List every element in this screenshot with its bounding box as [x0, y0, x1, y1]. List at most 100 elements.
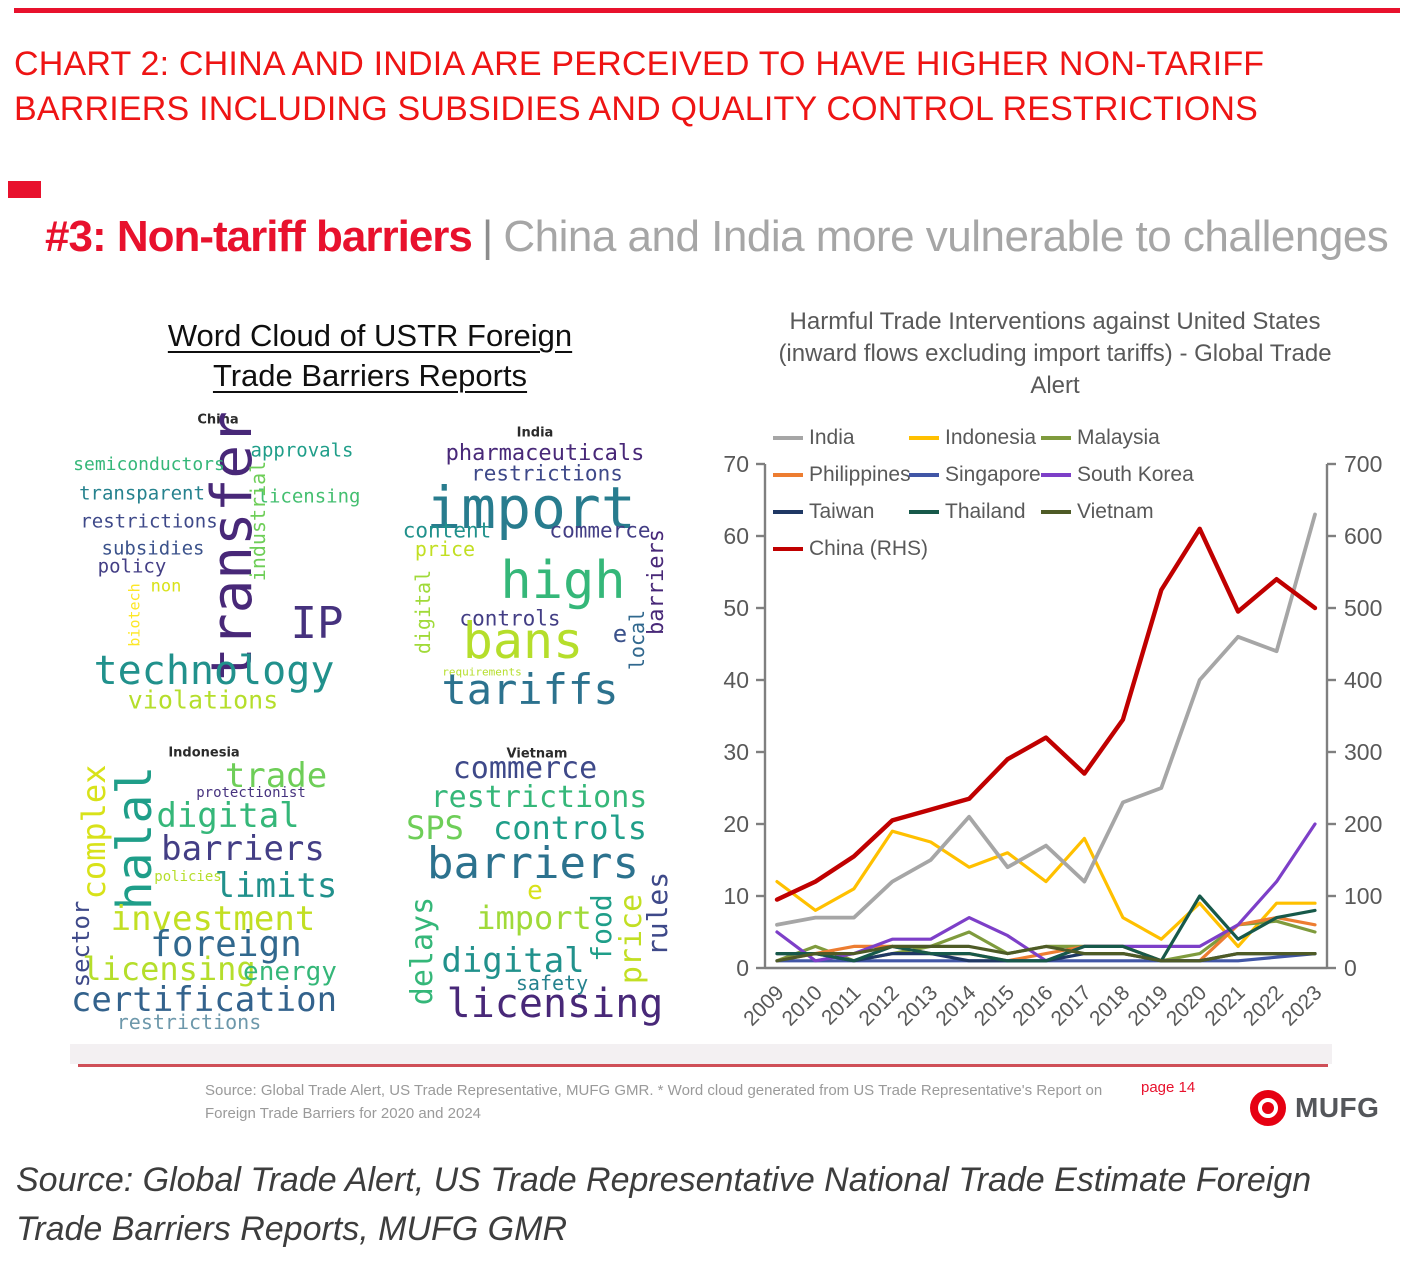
slide-heading: #3: Non-tariff barriers | China and India … [45, 212, 1405, 262]
legend-swatch [773, 436, 803, 440]
svg-text:100: 100 [1344, 883, 1382, 909]
cloud-word: semiconductors [73, 454, 225, 475]
cloud-label-vietnam: Vietnam [506, 746, 568, 762]
cloud-word: barriers [644, 529, 669, 635]
cloud-word: digital [411, 569, 435, 655]
cloud-word: approvals [250, 439, 354, 462]
cloud-word: pharmaceuticals [445, 441, 645, 466]
legend-item: Singapore [909, 463, 1041, 487]
legend-label: India [809, 426, 855, 449]
svg-text:400: 400 [1344, 667, 1382, 693]
bottom-source-text: Source: Global Trade Alert, US Trade Rep… [16, 1161, 1312, 1249]
cloud-word: commerce [549, 518, 651, 543]
cloud-word: safety [515, 971, 589, 995]
svg-text:600: 600 [1344, 523, 1382, 549]
svg-text:2012: 2012 [855, 981, 904, 1030]
svg-text:300: 300 [1344, 739, 1382, 765]
svg-text:2016: 2016 [1008, 981, 1057, 1030]
legend-item: South Korea [1041, 463, 1231, 487]
svg-text:2009: 2009 [739, 981, 788, 1030]
cloud-word: non [150, 576, 182, 597]
page-number: page 14 [1141, 1079, 1196, 1096]
legend-item: Thailand [909, 500, 1041, 524]
red-accent-block [8, 181, 41, 198]
footer-rule [78, 1064, 1328, 1067]
svg-text:2011: 2011 [817, 981, 865, 1029]
wordcloud-india: India pharmaceuticals restrictions import c… [395, 418, 695, 740]
cloud-word: digital [441, 941, 585, 981]
legend-label: Malaysia [1077, 426, 1160, 449]
wordcloud-title-line1: Word Cloud of USTR Foreign [167, 318, 573, 353]
cloud-word: licensing [446, 981, 664, 1027]
legend-item: Vietnam [1041, 500, 1231, 524]
footer-strip [70, 1044, 1332, 1064]
cloud-word: barriers [161, 829, 325, 869]
cloud-word: e [527, 876, 543, 906]
trade-interventions-chart: 0 10 20 30 40 50 60 70 0 100 200 300 400 500 600 700 200… [720, 430, 1414, 1060]
legend-label: Vietnam [1077, 500, 1154, 523]
chart-title: Harmful Trade Interventions against Unit… [778, 308, 1332, 399]
svg-text:2021: 2021 [1200, 981, 1249, 1030]
svg-text:30: 30 [723, 739, 749, 765]
legend-swatch [1041, 510, 1071, 514]
cloud-word: halal [107, 765, 163, 911]
svg-text:2020: 2020 [1162, 981, 1211, 1030]
svg-text:2015: 2015 [970, 981, 1019, 1030]
cloud-word: tariffs [441, 665, 619, 714]
cloud-word: barriers [427, 838, 639, 889]
mufg-logo-text: MUFG [1295, 1092, 1380, 1123]
cloud-word: food [585, 894, 618, 962]
legend-swatch [1041, 473, 1071, 477]
legend-label: Singapore [945, 463, 1041, 486]
svg-text:2010: 2010 [778, 981, 827, 1030]
cloud-word: licensing [257, 485, 361, 508]
cloud-word: controls [459, 606, 561, 631]
heading-separator: | [481, 212, 494, 261]
cloud-word: e [612, 620, 628, 648]
cloud-word: restrictions [471, 461, 623, 486]
cloud-word: restrictions [116, 1010, 262, 1034]
svg-text:2022: 2022 [1239, 981, 1288, 1030]
cloud-word: complex [75, 764, 113, 900]
legend-swatch [909, 436, 939, 440]
page-title: CHART 2: CHINA AND INDIA ARE PERCEIVED T… [14, 45, 1265, 128]
legend-item: Malaysia [1041, 426, 1231, 450]
legend-label: Philippines [809, 463, 911, 486]
svg-text:200: 200 [1344, 811, 1382, 837]
wordcloud-vietnam: Vietnam commerce restrictions SPS controls b… [395, 745, 695, 1065]
cloud-word: price [414, 537, 476, 561]
svg-text:2018: 2018 [1085, 981, 1134, 1030]
wordcloud-title: Word Cloud of USTR Foreign Trade Barrier… [130, 316, 610, 397]
cloud-label-india: India [516, 425, 554, 441]
legend-label: Thailand [945, 500, 1026, 523]
svg-text:2017: 2017 [1047, 981, 1096, 1030]
svg-text:0: 0 [1344, 955, 1357, 981]
legend-item: Philippines [773, 463, 911, 487]
cloud-word: content [402, 518, 492, 543]
cloud-word: energy [243, 957, 337, 987]
legend-item: Taiwan [773, 500, 909, 524]
cloud-word: high [500, 551, 626, 611]
wordcloud-title-line2: Trade Barriers Reports [212, 358, 528, 394]
cloud-word: restrictions [430, 780, 648, 815]
cloud-word: limits [214, 866, 338, 906]
svg-text:700: 700 [1344, 451, 1382, 477]
cloud-word: biotech [125, 583, 144, 647]
cloud-word: subsidies [101, 537, 205, 560]
cloud-word: certification [70, 980, 338, 1020]
svg-text:50: 50 [723, 595, 749, 621]
svg-text:10: 10 [723, 883, 749, 909]
mufg-logo: MUFG [1250, 1090, 1379, 1126]
top-rule [14, 8, 1400, 13]
legend-swatch [909, 473, 939, 477]
svg-text:40: 40 [723, 667, 749, 693]
cloud-word: technology [93, 648, 335, 694]
legend-swatch [773, 473, 803, 477]
svg-text:2023: 2023 [1277, 981, 1326, 1030]
cloud-word: controls [492, 809, 648, 847]
svg-text:2019: 2019 [1124, 981, 1173, 1030]
cloud-word: violations [127, 685, 279, 715]
svg-text:70: 70 [723, 451, 749, 477]
legend-label: Taiwan [809, 500, 875, 523]
cloud-word: digital [156, 796, 300, 836]
